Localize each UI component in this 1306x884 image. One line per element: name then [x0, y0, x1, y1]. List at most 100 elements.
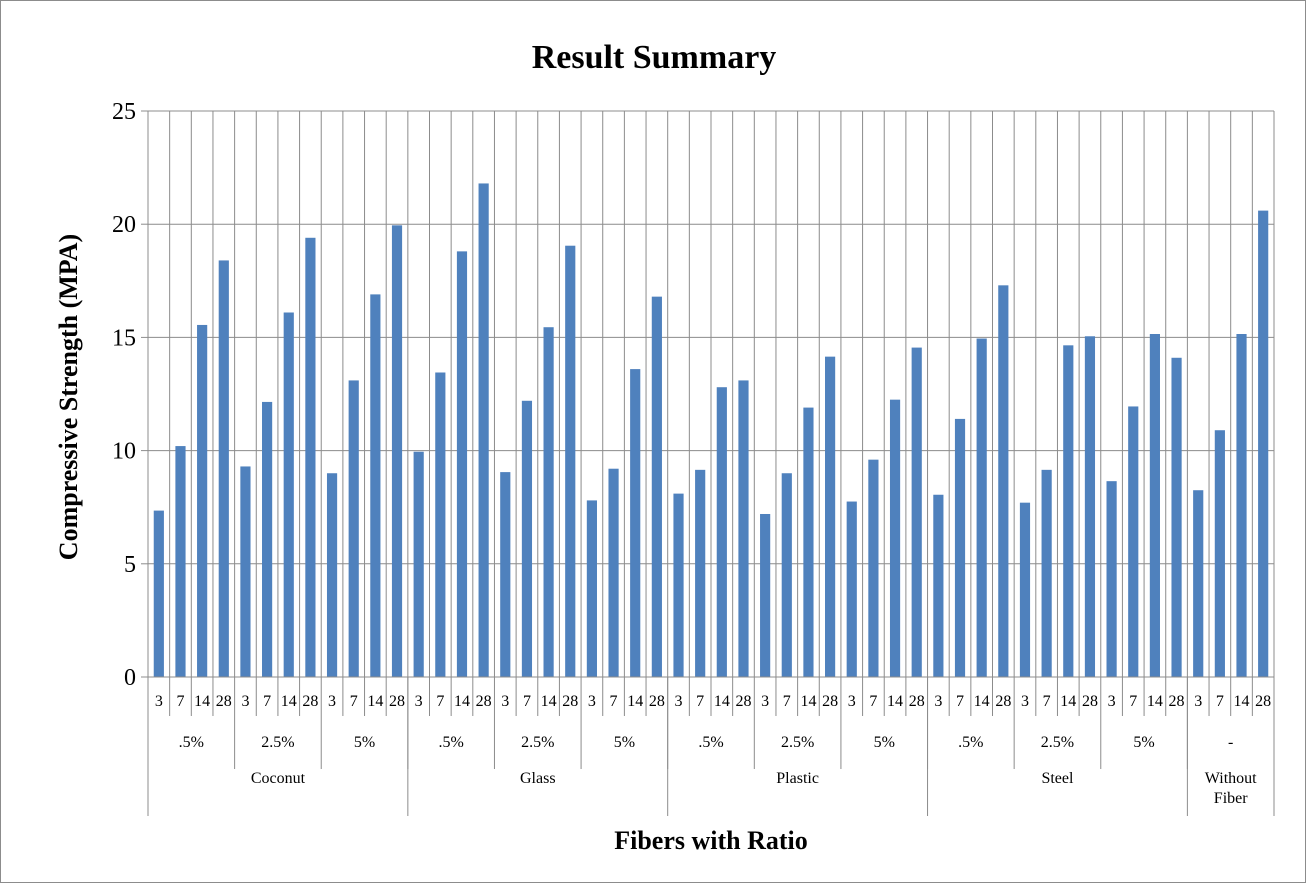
x-ratio-label: -	[1228, 734, 1233, 751]
y-axis-title: Compressive Strength (MPA)	[54, 234, 83, 560]
x-tick-label-age: 14	[281, 693, 297, 710]
x-tick-label-age: 28	[995, 693, 1011, 710]
bar	[781, 473, 792, 677]
bar	[391, 225, 403, 677]
x-tick-label-age: 28	[476, 693, 492, 710]
x-fiber-label: Glass	[520, 770, 556, 787]
bar	[846, 501, 857, 677]
bar	[218, 260, 229, 677]
x-ratio-label: 2.5%	[1041, 734, 1074, 751]
x-tick-label-age: 7	[696, 693, 704, 710]
bar	[716, 387, 727, 677]
x-tick-label-age: 28	[216, 693, 232, 710]
bar	[1106, 481, 1117, 677]
x-tick-label-age: 14	[367, 693, 383, 710]
bar	[153, 510, 164, 677]
x-tick-label-age: 7	[436, 693, 444, 710]
x-ratio-label: 2.5%	[261, 734, 294, 751]
x-tick-label-age: 14	[974, 693, 990, 710]
x-tick-label-age: 28	[302, 693, 318, 710]
x-tick-label-age: 3	[934, 693, 942, 710]
x-axis-title: Fibers with Ratio	[614, 826, 808, 855]
bar	[1063, 345, 1074, 677]
bar	[370, 294, 381, 677]
bar	[954, 418, 966, 677]
y-tick-label: 5	[124, 552, 136, 578]
x-tick-label-age: 3	[415, 693, 423, 710]
x-tick-label-age: 3	[501, 693, 509, 710]
bar	[283, 312, 294, 677]
bar	[911, 347, 922, 677]
bar	[933, 494, 944, 677]
x-ratio-label: 5%	[874, 734, 895, 751]
bar	[868, 459, 879, 677]
bar	[521, 400, 533, 677]
x-tick-label-age: 7	[783, 693, 791, 710]
x-ratio-label: .5%	[958, 734, 983, 751]
x-ratio-label: 2.5%	[781, 734, 814, 751]
bar	[825, 356, 836, 677]
x-ratio-label: 5%	[1133, 734, 1154, 751]
y-tick-label: 15	[112, 325, 136, 351]
x-tick-label-age: 7	[956, 693, 964, 710]
x-tick-label-age: 14	[627, 693, 643, 710]
bar	[630, 369, 641, 677]
x-tick-label-age: 7	[176, 693, 184, 710]
x-fiber-label: Without Fiber	[1205, 770, 1257, 807]
axes	[141, 110, 1275, 816]
bar	[1171, 357, 1182, 677]
x-ratio-label: 2.5%	[521, 734, 554, 751]
x-tick-label-age: 14	[1060, 693, 1076, 710]
bar	[695, 469, 706, 677]
x-tick-label-age: 7	[610, 693, 618, 710]
x-ratio-label: .5%	[698, 734, 723, 751]
bar	[435, 372, 446, 677]
bar	[565, 245, 576, 677]
bar	[889, 399, 901, 677]
x-tick-label-age: 28	[1169, 693, 1185, 710]
y-tick-label: 10	[112, 439, 136, 465]
x-tick-label-age: 7	[523, 693, 531, 710]
bar	[175, 446, 186, 677]
bar	[760, 513, 771, 677]
bar	[1041, 469, 1052, 677]
x-tick-label-age: 28	[1082, 693, 1098, 710]
x-tick-label-age: 3	[1108, 693, 1116, 710]
bar	[1258, 210, 1269, 677]
chart-title: Result Summary	[532, 39, 777, 76]
bar	[998, 285, 1009, 677]
x-tick-label-age: 3	[675, 693, 683, 710]
x-tick-label-age: 14	[194, 693, 210, 710]
bar	[608, 468, 619, 677]
x-tick-label-age: 7	[1129, 693, 1137, 710]
bar	[500, 472, 511, 677]
bar	[348, 380, 359, 677]
x-tick-label-age: 28	[822, 693, 838, 710]
bar	[240, 466, 251, 677]
x-ratio-label: .5%	[179, 734, 204, 751]
x-tick-label-age: 3	[1194, 693, 1202, 710]
y-tick-label: 0	[124, 665, 136, 691]
x-fiber-label: Plastic	[776, 770, 819, 787]
bar	[413, 451, 424, 677]
bar	[976, 338, 987, 677]
x-tick-label-age: 14	[1147, 693, 1163, 710]
bar	[456, 251, 468, 678]
bar	[543, 327, 554, 677]
bar	[651, 296, 662, 677]
x-ratio-label: 5%	[614, 734, 635, 751]
x-tick-label-age: 14	[454, 693, 470, 710]
gridlines	[147, 110, 1275, 678]
x-tick-label-age: 14	[800, 693, 816, 710]
bar	[478, 183, 489, 677]
bar	[1019, 502, 1031, 677]
x-fiber-label: Steel	[1041, 770, 1074, 787]
bar	[586, 500, 597, 677]
bar	[1214, 430, 1225, 677]
bar	[673, 493, 684, 677]
x-tick-label-age: 14	[887, 693, 903, 710]
bar	[1236, 334, 1247, 677]
